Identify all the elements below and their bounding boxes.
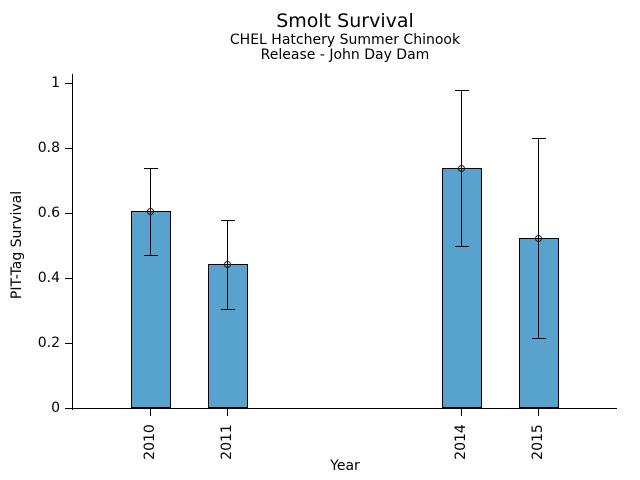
chart-subtitle-line2: Release - John Day Dam: [260, 46, 430, 63]
y-axis-spine: [72, 74, 73, 410]
x-axis-spine: [72, 408, 617, 409]
x-tick-label-2015: 2015: [530, 424, 546, 460]
y-tick-0.6: [65, 213, 72, 214]
marker-2015: [535, 235, 542, 242]
x-axis-label: Year: [330, 458, 360, 474]
x-tick-2011: [227, 409, 228, 416]
y-tick-0.8: [65, 148, 72, 149]
title-block: Smolt Survival CHEL Hatchery Summer Chin…: [73, 11, 617, 62]
bar-2010: [131, 211, 171, 408]
error-cap-top-2014: [455, 90, 469, 91]
marker-2014: [458, 165, 465, 172]
x-tick-label-2014: 2014: [453, 424, 469, 460]
error-cap-bottom-2015: [532, 338, 546, 339]
x-tick-2010: [150, 409, 151, 416]
y-tick-label-0: 0: [51, 400, 60, 416]
y-tick-label-0.4: 0.4: [37, 270, 60, 286]
y-tick-0.4: [65, 278, 72, 279]
chart-title: Smolt Survival: [276, 10, 414, 32]
error-cap-top-2010: [144, 168, 158, 169]
marker-2010: [147, 208, 154, 215]
y-tick-label-0.8: 0.8: [37, 140, 60, 156]
y-tick-label-0.6: 0.6: [37, 205, 60, 221]
error-cap-bottom-2011: [221, 309, 235, 310]
error-cap-bottom-2010: [144, 255, 158, 256]
y-tick-0.2: [65, 343, 72, 344]
bar-2011: [208, 264, 248, 408]
x-tick-label-2011: 2011: [219, 424, 235, 460]
x-tick-2014: [461, 409, 462, 416]
error-cap-top-2011: [221, 220, 235, 221]
bar-2014: [442, 168, 482, 408]
error-cap-bottom-2014: [455, 246, 469, 247]
bar-2015: [519, 238, 559, 408]
y-tick-label-1: 1: [51, 75, 60, 91]
y-tick-1: [65, 83, 72, 84]
y-tick-0: [65, 408, 72, 409]
x-tick-label-2010: 2010: [142, 424, 158, 460]
y-tick-label-0.2: 0.2: [37, 335, 60, 351]
x-tick-2015: [538, 409, 539, 416]
marker-2011: [224, 261, 231, 268]
error-cap-top-2015: [532, 138, 546, 139]
chart-subtitle-line1: CHEL Hatchery Summer Chinook: [229, 32, 461, 48]
